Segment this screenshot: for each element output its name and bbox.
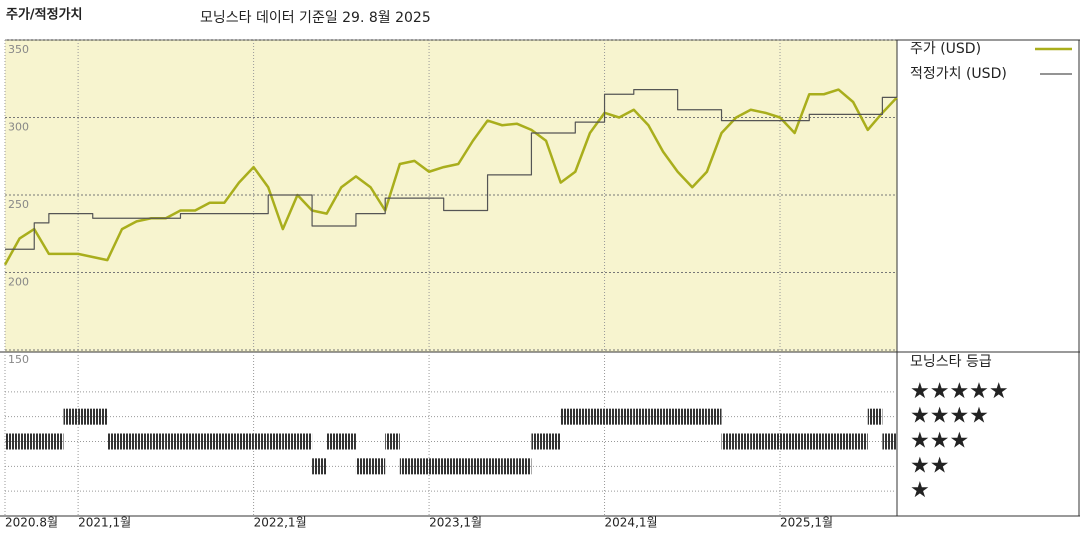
legend-label: 주가 (USD): [910, 41, 981, 57]
rating-bar: [794, 433, 810, 450]
rating-bar: [209, 433, 225, 450]
rating-bar: [268, 433, 283, 450]
rating-label: ★★★★★: [910, 379, 1009, 404]
rating-bar: [151, 433, 166, 450]
rating-bar: [282, 433, 298, 450]
rating-bar: [823, 433, 839, 450]
rating-label: ★★★: [910, 429, 969, 454]
x-tick-label: 2025,1월: [780, 516, 833, 530]
rating-label: ★★★★: [910, 404, 989, 429]
rating-bar: [136, 433, 152, 450]
rating-bar: [677, 408, 693, 425]
rating-bar: [706, 408, 722, 425]
rating-bar: [458, 458, 473, 475]
y-tick-label: 300: [8, 121, 29, 134]
rating-bar: [224, 433, 239, 450]
rating-bar: [604, 408, 620, 425]
rating-bar: [633, 408, 649, 425]
rating-bar: [399, 458, 415, 475]
legend-label: 적정가치 (USD): [910, 66, 1007, 82]
rating-bar: [487, 458, 503, 475]
rating-bar: [180, 433, 196, 450]
rating-bar: [575, 408, 590, 425]
rating-bar: [546, 433, 561, 450]
rating-bar: [736, 433, 751, 450]
rating-bar: [443, 458, 459, 475]
rating-bar: [809, 433, 824, 450]
rating-bar: [882, 433, 897, 450]
rating-bar: [560, 408, 576, 425]
rating-bar: [238, 433, 254, 450]
rating-bar: [838, 433, 854, 450]
chart-title: 주가/적정가치: [6, 7, 83, 23]
rating-bar: [165, 433, 181, 450]
rating-bar: [107, 433, 122, 450]
rating-bar: [385, 433, 400, 450]
rating-bar: [92, 408, 108, 425]
y-tick-label: 150: [8, 353, 29, 366]
rating-bar: [312, 458, 327, 475]
rating-bar: [531, 433, 547, 450]
x-tick-label: 2020.8월: [5, 516, 58, 530]
rating-bar: [78, 408, 93, 425]
rating-bar: [853, 433, 868, 450]
rating-bar: [195, 433, 210, 450]
x-tick-label: 2023,1월: [429, 516, 482, 530]
rating-bar: [867, 408, 883, 425]
rating-bar: [414, 458, 430, 475]
plot-background: [5, 40, 897, 352]
x-tick-label: 2022,1월: [254, 516, 307, 530]
rating-bar: [765, 433, 781, 450]
rating-bar: [48, 433, 64, 450]
x-tick-label: 2024,1월: [605, 516, 658, 530]
rating-bar: [429, 458, 444, 475]
rating-bar: [297, 433, 313, 450]
series-line: [5, 89, 897, 250]
rating-bar: [355, 458, 371, 475]
rating-bar: [34, 433, 49, 450]
rating-bar: [5, 433, 20, 450]
rating-bar: [750, 433, 766, 450]
rating-bar: [619, 408, 634, 425]
rating-title: 모닝스타 등급: [910, 354, 992, 370]
rating-bar: [19, 433, 35, 450]
rating-bar: [648, 408, 664, 425]
rating-bar: [721, 433, 737, 450]
rating-bar: [692, 408, 707, 425]
rating-bar: [663, 408, 678, 425]
x-tick-label: 2021,1월: [78, 516, 131, 530]
y-tick-label: 350: [8, 43, 29, 56]
rating-bar: [63, 408, 79, 425]
rating-bar: [253, 433, 269, 450]
rating-bar: [121, 433, 137, 450]
rating-bar: [472, 458, 488, 475]
rating-bar: [370, 458, 386, 475]
rating-bar: [502, 458, 517, 475]
rating-bar: [516, 458, 532, 475]
rating-bar: [326, 433, 342, 450]
rating-label: ★: [910, 478, 930, 503]
rating-label: ★★: [910, 453, 949, 478]
y-tick-label: 250: [8, 198, 29, 211]
y-tick-label: 200: [8, 276, 29, 289]
rating-bar: [780, 433, 795, 450]
chart-subtitle: 모닝스타 데이터 기준일 29. 8월 2025: [200, 10, 431, 26]
rating-bar: [341, 433, 356, 450]
rating-bar: [589, 408, 605, 425]
